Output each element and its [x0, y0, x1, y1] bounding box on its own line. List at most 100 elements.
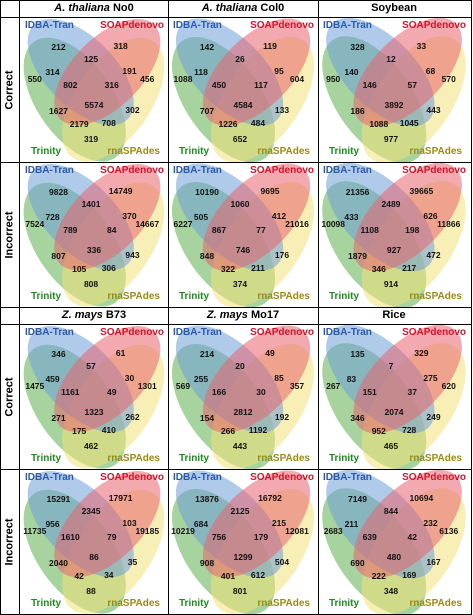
region-count: 848: [199, 251, 215, 262]
venn-cell: IDBA-Tran SOAPdenovo Trinity rnaSPAdes 13876…: [168, 469, 318, 614]
region-count: 255: [193, 374, 209, 385]
region-count: 30: [124, 372, 135, 383]
row-label-text: Correct: [3, 376, 16, 417]
region-count: 626: [423, 210, 438, 221]
region-count: 459: [45, 374, 60, 385]
venn-ellipses: [322, 162, 466, 307]
organism-genus-species: Z. mays: [206, 309, 248, 321]
soap-label: SOAPdenovo: [100, 327, 164, 338]
region-count: 10694: [409, 493, 434, 503]
region-count: 1192: [248, 424, 268, 435]
grid-line-horizontal: [0, 307, 472, 308]
region-count: 808: [83, 278, 99, 289]
region-count: 756: [211, 532, 227, 543]
region-count: 652: [232, 133, 248, 144]
region-count: 198: [405, 225, 420, 236]
region-count: 86: [89, 552, 99, 563]
organism-header: Rice: [318, 309, 470, 321]
trinity-label: Trinity: [179, 598, 210, 609]
venn-ellipses: [322, 469, 466, 614]
region-count: 125: [83, 54, 99, 65]
region-count: 322: [220, 264, 236, 275]
region-count: 9828: [49, 187, 68, 198]
grid-line-vertical: [168, 307, 169, 614]
region-count: 2040: [49, 558, 68, 569]
region-count: 83: [346, 374, 357, 385]
grid-line-horizontal: [0, 0, 472, 1]
region-count: 262: [125, 411, 140, 422]
region-count: 620: [441, 381, 456, 392]
region-count: 140: [344, 67, 359, 78]
venn-ellipses: [23, 471, 165, 614]
region-count: 1045: [399, 117, 419, 128]
row-label-incorrect: Incorrect: [0, 469, 19, 614]
region-count: 142: [199, 42, 215, 53]
venn-cell: IDBA-Tran SOAPdenovo Trinity rnaSPAdes 15291…: [20, 469, 168, 614]
venn-ellipses: [23, 326, 165, 469]
region-count: 135: [350, 349, 365, 360]
soap-ellipse: [54, 326, 161, 433]
region-count: 4584: [233, 100, 253, 111]
region-count: 639: [362, 532, 377, 543]
region-count: 374: [232, 278, 248, 289]
organism-strain: No0: [109, 2, 134, 14]
region-count: 57: [86, 361, 96, 372]
soap-ellipse: [353, 469, 462, 579]
region-count: 12081: [285, 526, 309, 537]
region-count: 117: [254, 80, 268, 91]
region-count: 154: [199, 413, 215, 424]
region-count: 2179: [69, 119, 89, 130]
idba-label: IDBA-Tran: [173, 165, 222, 176]
region-count: 37: [407, 387, 417, 398]
soap-label: SOAPdenovo: [250, 327, 314, 338]
region-count: 57: [407, 80, 417, 91]
row-label-correct: Correct: [0, 17, 19, 162]
venn-cell: IDBA-Tran SOAPdenovo Trinity rnaSPAdes 10190…: [168, 162, 318, 307]
region-count: 480: [386, 552, 402, 563]
organism-strain: Col0: [257, 2, 285, 14]
venn-ellipses: [171, 163, 315, 307]
grid-line-vertical: [0, 0, 1, 307]
grid-line-vertical: [471, 0, 472, 307]
region-count: 42: [74, 571, 84, 582]
region-count: 169: [402, 569, 417, 580]
region-count: 950: [326, 74, 341, 85]
region-count: 33: [416, 41, 427, 51]
soap-label: SOAPdenovo: [250, 165, 314, 176]
soap-ellipse: [353, 17, 462, 127]
region-count: 166: [211, 387, 227, 398]
trinity-label: Trinity: [329, 146, 360, 157]
grid-line-vertical: [318, 307, 319, 614]
region-count: 192: [274, 411, 290, 422]
region-count: 42: [407, 532, 417, 543]
region-count: 728: [45, 212, 60, 223]
trinity-label: Trinity: [31, 291, 62, 302]
venn-cell: IDBA-Tran SOAPdenovo Trinity rnaSPAdes 212 31…: [20, 17, 168, 162]
region-count: 9695: [260, 186, 280, 196]
region-count: 410: [101, 424, 116, 435]
region-count: 302: [125, 104, 140, 115]
region-count: 1401: [81, 199, 101, 210]
row-label-text: Correct: [3, 69, 16, 110]
venn-ellipses: [322, 324, 466, 469]
region-count: 186: [350, 106, 365, 117]
region-count: 222: [371, 571, 386, 582]
grid-line-horizontal: [0, 162, 472, 163]
region-count: 318: [113, 41, 128, 51]
region-count: 61: [115, 348, 126, 358]
soap-label: SOAPdenovo: [100, 472, 164, 483]
region-count: 211: [251, 262, 265, 273]
region-count: 167: [426, 556, 441, 567]
region-count: 412: [271, 210, 287, 221]
rnaspades-label: rnaSPAdes: [409, 146, 462, 157]
idba-label: IDBA-Tran: [173, 327, 222, 338]
venn-cell: IDBA-Tran SOAPdenovo Trinity rnaSPAdes 346 61…: [20, 324, 168, 469]
region-count: 328: [350, 42, 365, 53]
rnaspades-label: rnaSPAdes: [257, 291, 310, 302]
region-count: 1301: [137, 381, 157, 392]
trinity-label: Trinity: [31, 598, 62, 609]
soap-label: SOAPdenovo: [402, 327, 466, 338]
region-count: 13876: [195, 494, 219, 505]
region-count: 84: [107, 225, 117, 236]
